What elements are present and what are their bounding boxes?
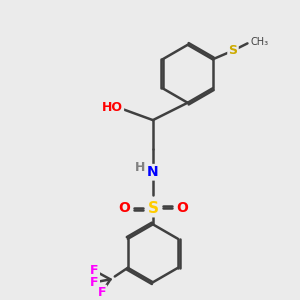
Text: S: S	[147, 201, 158, 216]
Text: HO: HO	[102, 100, 123, 114]
Text: N: N	[147, 165, 159, 179]
Text: CH₃: CH₃	[250, 37, 268, 47]
Text: H: H	[135, 161, 145, 174]
Text: S: S	[229, 44, 238, 57]
Text: O: O	[176, 201, 188, 215]
Text: O: O	[118, 201, 130, 215]
Text: F: F	[98, 286, 106, 299]
Text: F: F	[90, 276, 99, 289]
Text: F: F	[90, 264, 99, 277]
